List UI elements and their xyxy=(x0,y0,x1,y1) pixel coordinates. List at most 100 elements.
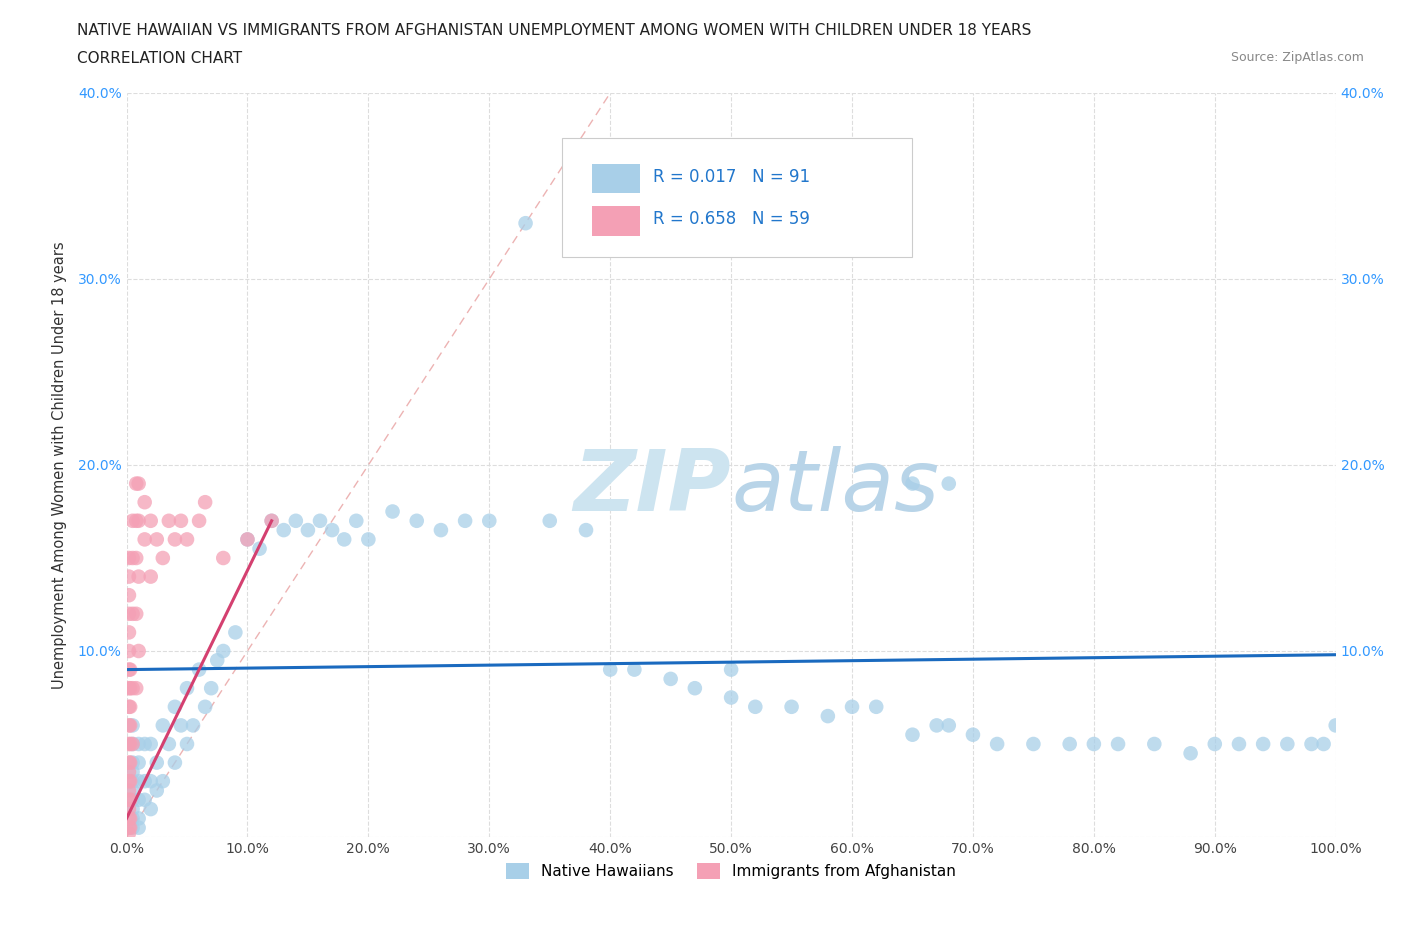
Point xyxy=(121,783,143,798)
Point xyxy=(118,811,141,826)
Point xyxy=(118,783,141,798)
Point xyxy=(170,513,193,528)
Point xyxy=(121,820,143,835)
Point xyxy=(1143,737,1166,751)
Point xyxy=(205,653,228,668)
Point xyxy=(454,513,477,528)
Point xyxy=(121,718,143,733)
Point xyxy=(121,606,143,621)
Point xyxy=(121,737,143,751)
Point xyxy=(118,699,141,714)
Point xyxy=(194,495,217,510)
Point xyxy=(120,792,142,807)
Point xyxy=(134,774,156,789)
Text: Source: ZipAtlas.com: Source: ZipAtlas.com xyxy=(1230,51,1364,64)
Text: NATIVE HAWAIIAN VS IMMIGRANTS FROM AFGHANISTAN UNEMPLOYMENT AMONG WOMEN WITH CHI: NATIVE HAWAIIAN VS IMMIGRANTS FROM AFGHA… xyxy=(77,23,1032,38)
Point xyxy=(146,755,169,770)
Point xyxy=(125,681,148,696)
Point xyxy=(321,523,343,538)
Point xyxy=(139,774,162,789)
Point xyxy=(1324,718,1347,733)
Point xyxy=(118,755,141,770)
Point xyxy=(120,820,142,835)
Point xyxy=(1059,737,1081,751)
Point xyxy=(1251,737,1274,751)
Point xyxy=(181,718,204,733)
Point xyxy=(128,569,150,584)
Point xyxy=(962,727,984,742)
Point xyxy=(118,792,141,807)
Point xyxy=(575,523,598,538)
Point xyxy=(118,551,141,565)
Point xyxy=(134,495,156,510)
Point xyxy=(146,783,169,798)
Point xyxy=(986,737,1008,751)
Point xyxy=(901,727,924,742)
Point xyxy=(121,764,143,779)
Point xyxy=(128,644,150,658)
Point xyxy=(125,476,148,491)
Point xyxy=(134,792,156,807)
Point xyxy=(121,551,143,565)
Point xyxy=(134,532,156,547)
Point xyxy=(121,792,143,807)
Point xyxy=(121,802,143,817)
Point xyxy=(176,681,198,696)
Legend: Native Hawaiians, Immigrants from Afghanistan: Native Hawaiians, Immigrants from Afghan… xyxy=(501,857,962,885)
Point xyxy=(118,718,141,733)
Point xyxy=(683,681,706,696)
Point xyxy=(163,755,186,770)
Point xyxy=(344,513,367,528)
Point xyxy=(236,532,259,547)
Point xyxy=(430,523,453,538)
Point xyxy=(118,764,141,779)
Point xyxy=(357,532,380,547)
Point xyxy=(1312,737,1334,751)
Point xyxy=(381,504,404,519)
Point xyxy=(780,216,803,231)
Point xyxy=(744,699,766,714)
Point xyxy=(121,737,143,751)
Point xyxy=(125,513,148,528)
Point xyxy=(1204,737,1226,751)
Point xyxy=(333,532,356,547)
Point xyxy=(224,625,246,640)
Point xyxy=(146,532,169,547)
Point xyxy=(817,709,839,724)
Point xyxy=(212,644,235,658)
Point xyxy=(249,541,271,556)
Bar xyxy=(592,206,641,236)
Point xyxy=(120,774,142,789)
Point xyxy=(599,662,621,677)
Point xyxy=(128,476,150,491)
Point xyxy=(260,513,283,528)
Text: R = 0.017   N = 91: R = 0.017 N = 91 xyxy=(652,168,810,186)
Point xyxy=(1107,737,1129,751)
Point xyxy=(780,699,803,714)
Point xyxy=(1301,737,1323,751)
Point xyxy=(841,699,863,714)
Point xyxy=(118,820,141,835)
Point xyxy=(118,662,141,677)
Point xyxy=(118,569,141,584)
Point xyxy=(478,513,501,528)
Point xyxy=(120,811,142,826)
Point xyxy=(260,513,283,528)
Text: atlas: atlas xyxy=(731,445,939,529)
Point xyxy=(128,811,150,826)
Point xyxy=(176,737,198,751)
Point xyxy=(170,718,193,733)
Point xyxy=(120,718,142,733)
Point xyxy=(134,737,156,751)
Point xyxy=(623,662,645,677)
Text: ZIP: ZIP xyxy=(574,445,731,529)
Text: R = 0.658   N = 59: R = 0.658 N = 59 xyxy=(652,210,810,229)
Point xyxy=(297,523,319,538)
Point xyxy=(309,513,332,528)
Y-axis label: Unemployment Among Women with Children Under 18 years: Unemployment Among Women with Children U… xyxy=(52,241,66,689)
Point xyxy=(139,569,162,584)
Point xyxy=(157,513,180,528)
Point xyxy=(200,681,222,696)
Point xyxy=(157,737,180,751)
Point xyxy=(120,662,142,677)
